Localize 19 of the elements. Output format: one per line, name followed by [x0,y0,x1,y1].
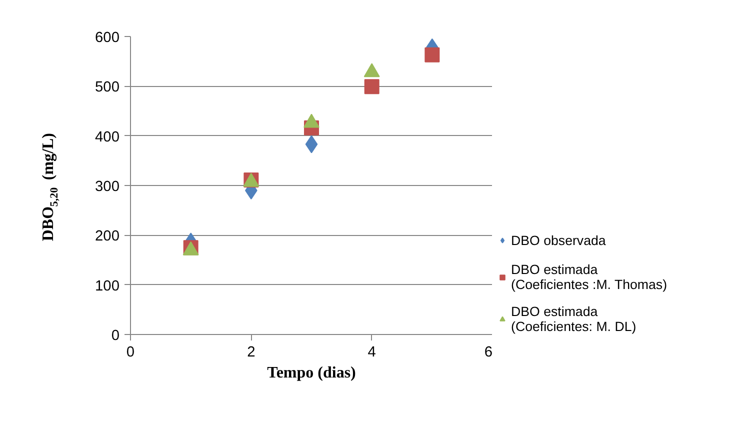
point [305,135,318,154]
point [364,79,380,94]
x-tick-label: 2 [247,344,256,360]
point [424,47,440,62]
x-axis-title: Tempo (dias) [267,364,356,382]
x-tick-label: 4 [368,344,376,360]
x-tick-label: 6 [484,344,493,360]
legend-label: DBO observada [511,232,606,248]
y-tick-label: 400 [95,129,120,146]
y-tick-label: 300 [95,179,120,195]
y-tick-label: 600 [95,30,120,46]
legend-label: DBO estimada (Coeficientes: M. DL) [511,304,636,334]
x-tick-label: 0 [126,344,135,360]
y-tick-label: 200 [95,228,120,245]
y-tick-label: 500 [95,80,120,96]
legend-label: DBO estimada (Coeficientes :M. Thomas) [511,262,668,292]
y-tick-label: 0 [111,328,120,344]
y-axis-title: DBO5,20 (mg/L) [40,133,60,242]
y-tick-label: 100 [95,278,120,294]
